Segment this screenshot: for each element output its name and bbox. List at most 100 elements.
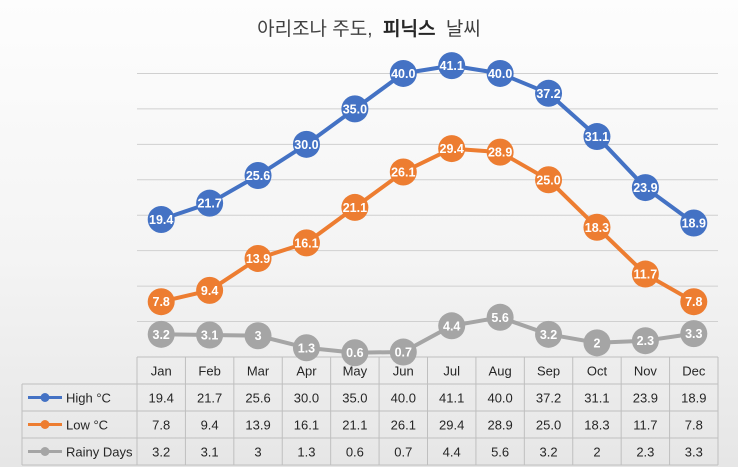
series-line <box>160 146 695 304</box>
data-point <box>583 329 611 357</box>
data-point <box>341 339 369 367</box>
data-point <box>341 95 369 123</box>
data-point <box>535 166 563 194</box>
table-cell: 30.0 <box>294 391 319 406</box>
data-label: 2.3 <box>637 334 654 348</box>
category-label: Aug <box>489 364 512 379</box>
table-cell: 2.3 <box>636 445 654 460</box>
table-cell: 40.0 <box>487 391 512 406</box>
data-label: 35.0 <box>343 102 367 116</box>
data-point <box>631 327 659 355</box>
data-label: 16.1 <box>294 236 318 250</box>
table-cell: 16.1 <box>294 418 319 433</box>
data-label: 18.9 <box>682 217 706 231</box>
data-point <box>486 59 514 87</box>
table-cell: 13.9 <box>245 418 270 433</box>
table-cell: 3.2 <box>152 445 170 460</box>
table-cell: 40.0 <box>391 391 416 406</box>
data-label: 40.0 <box>488 67 512 81</box>
data-point <box>583 213 611 241</box>
data-point <box>486 138 514 166</box>
table-cell: 5.6 <box>491 445 509 460</box>
data-point <box>341 193 369 221</box>
legend-marker <box>40 420 50 429</box>
legend-marker <box>40 393 50 402</box>
data-point <box>147 205 175 233</box>
data-point <box>244 244 272 272</box>
series-layer: 19.421.725.630.035.040.041.140.037.231.1… <box>147 52 708 367</box>
table-cell: 21.7 <box>197 391 222 406</box>
data-label: 30.0 <box>294 138 318 152</box>
category-label: Dec <box>682 364 706 379</box>
table-cell: 26.1 <box>391 418 416 433</box>
table-cell: 3.2 <box>540 445 558 460</box>
chart-title: 아리조나 주도, 피닉스 날씨 <box>257 18 481 40</box>
series-1: 7.8 9.4 13.9 16.1 21.1 26.1 29.4 28.9 25.0 18.3 11… <box>147 135 708 316</box>
data-point <box>535 320 563 348</box>
category-label: Oct <box>587 364 608 379</box>
table-cell: 41.1 <box>439 391 464 406</box>
data-label: 0.7 <box>395 346 412 360</box>
category-label: Jan <box>151 364 172 379</box>
category-label: Sep <box>537 364 560 379</box>
legend-label: Low °C <box>66 418 108 433</box>
table-cell: 9.4 <box>201 418 219 433</box>
data-label: 3.3 <box>685 327 702 341</box>
category-label: Nov <box>634 364 658 379</box>
table-cell: 29.4 <box>439 418 464 433</box>
data-label: 3.1 <box>201 329 218 343</box>
data-point <box>292 334 320 362</box>
data-point <box>631 260 659 288</box>
table-cell: 11.7 <box>633 418 657 433</box>
data-point <box>244 322 272 350</box>
category-label: May <box>343 364 368 379</box>
table-cell: 25.0 <box>536 418 561 433</box>
table-cell: 31.1 <box>584 391 609 406</box>
table-cell: 7.8 <box>152 418 170 433</box>
data-label: 13.9 <box>246 252 270 266</box>
table-cell: 28.9 <box>487 418 512 433</box>
title-bold: 피닉스 <box>383 18 435 40</box>
title-suffix: 날씨 <box>446 18 481 40</box>
data-label: 1.3 <box>298 341 315 355</box>
legend-marker <box>40 447 50 456</box>
data-label: 3.2 <box>540 328 557 342</box>
table-cell: 25.6 <box>245 391 270 406</box>
table-cell: 3.1 <box>201 445 219 460</box>
data-label: 9.4 <box>201 284 218 298</box>
category-label: Mar <box>247 364 270 379</box>
data-point <box>147 288 175 316</box>
data-point <box>196 189 224 217</box>
table-cell: 4.4 <box>443 445 461 460</box>
data-label: 40.0 <box>391 67 415 81</box>
table-cell: 21.1 <box>342 418 367 433</box>
data-label: 31.1 <box>585 130 609 144</box>
table-cell: 35.0 <box>342 391 367 406</box>
data-label: 7.8 <box>153 295 170 309</box>
data-point <box>389 158 417 186</box>
gridlines <box>137 72 718 323</box>
legend-label: High °C <box>66 391 111 406</box>
series-2: 3.2 3.1 3 1.3 0.6 0.7 4.4 5.6 3.2 2 2.3 3.3 <box>147 303 708 367</box>
category-label: Jul <box>443 364 460 379</box>
table-cell: 0.6 <box>346 445 364 460</box>
data-label: 41.1 <box>440 59 464 73</box>
table-cell: 1.3 <box>297 445 315 460</box>
data-point <box>680 288 708 316</box>
data-label: 29.4 <box>440 142 464 156</box>
data-label: 19.4 <box>149 213 173 227</box>
data-point <box>438 135 466 163</box>
data-label: 5.6 <box>491 311 508 325</box>
table-cell: 19.4 <box>149 391 174 406</box>
table-cell: 0.7 <box>394 445 412 460</box>
data-point <box>244 162 272 190</box>
data-point <box>486 303 514 331</box>
table-cell: 3.3 <box>685 445 703 460</box>
title-normal: 아리조나 주도, <box>257 18 372 40</box>
data-point <box>389 59 417 87</box>
data-point <box>196 276 224 304</box>
category-label: Jun <box>393 364 414 379</box>
data-label: 4.4 <box>443 319 460 333</box>
category-label: Apr <box>296 364 317 379</box>
data-point <box>292 229 320 257</box>
